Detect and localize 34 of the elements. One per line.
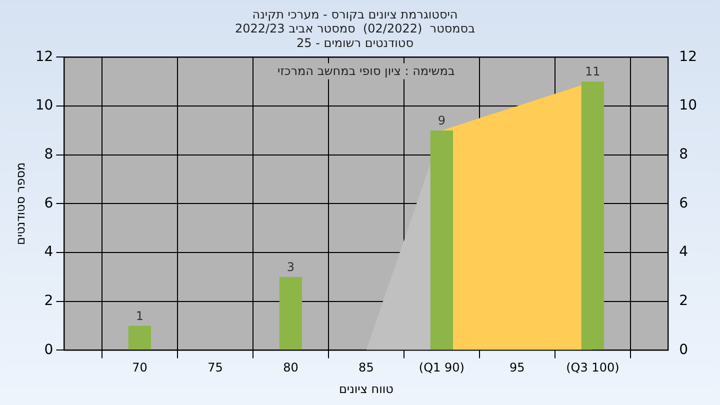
- bar: [279, 276, 302, 350]
- y-tick-label: 10: [35, 98, 54, 114]
- data-label: 11: [585, 64, 600, 79]
- y2-tick-label: 8: [679, 146, 688, 163]
- data-label: 3: [286, 260, 295, 274]
- annotation: במשימה : ציון סופי במחשב המרכזי: [278, 64, 455, 78]
- x-axis-title: טווח ציונים: [338, 382, 394, 396]
- y-tick-label: 2: [44, 293, 54, 310]
- x-tick-label: 75: [208, 360, 223, 375]
- y-axis-title: מספר סטודנטים: [13, 162, 28, 246]
- data-label: 1: [136, 308, 144, 323]
- y2-tick-label: 4: [679, 244, 688, 260]
- y2-tick-label: 2: [679, 293, 688, 310]
- x-tick-label: 95: [510, 360, 525, 375]
- x-tick-label: (Q3 100): [566, 360, 620, 375]
- x-tick-label: 85: [358, 360, 374, 375]
- y-tick-label: 0: [44, 342, 54, 358]
- bar: [128, 326, 152, 350]
- y2-tick-label: 6: [679, 195, 688, 212]
- y2-tick-label: 12: [679, 48, 698, 65]
- y2-tick-label: 0: [679, 342, 688, 358]
- bar: [430, 130, 454, 350]
- x-tick-label: (Q1 90): [418, 360, 464, 375]
- y-tick-label: 4: [44, 244, 54, 260]
- data-label: 9: [438, 113, 446, 128]
- chart-title: היסטוגרמת ציונים בקורס - מערכי תקינה: [252, 7, 458, 22]
- y-tick-label: 12: [35, 48, 54, 65]
- x-tick-label: 80: [283, 360, 298, 375]
- y-tick-label: 6: [44, 195, 54, 212]
- x-tick-label: 70: [132, 360, 148, 375]
- y2-tick-label: 10: [679, 98, 698, 114]
- bar: [581, 82, 604, 350]
- y-tick-label: 8: [44, 146, 54, 163]
- chart-subtitle: בסמסטר (02/2022) סמסטר אביב 2022/23 סטודנטים רשומים - 25: [234, 22, 476, 50]
